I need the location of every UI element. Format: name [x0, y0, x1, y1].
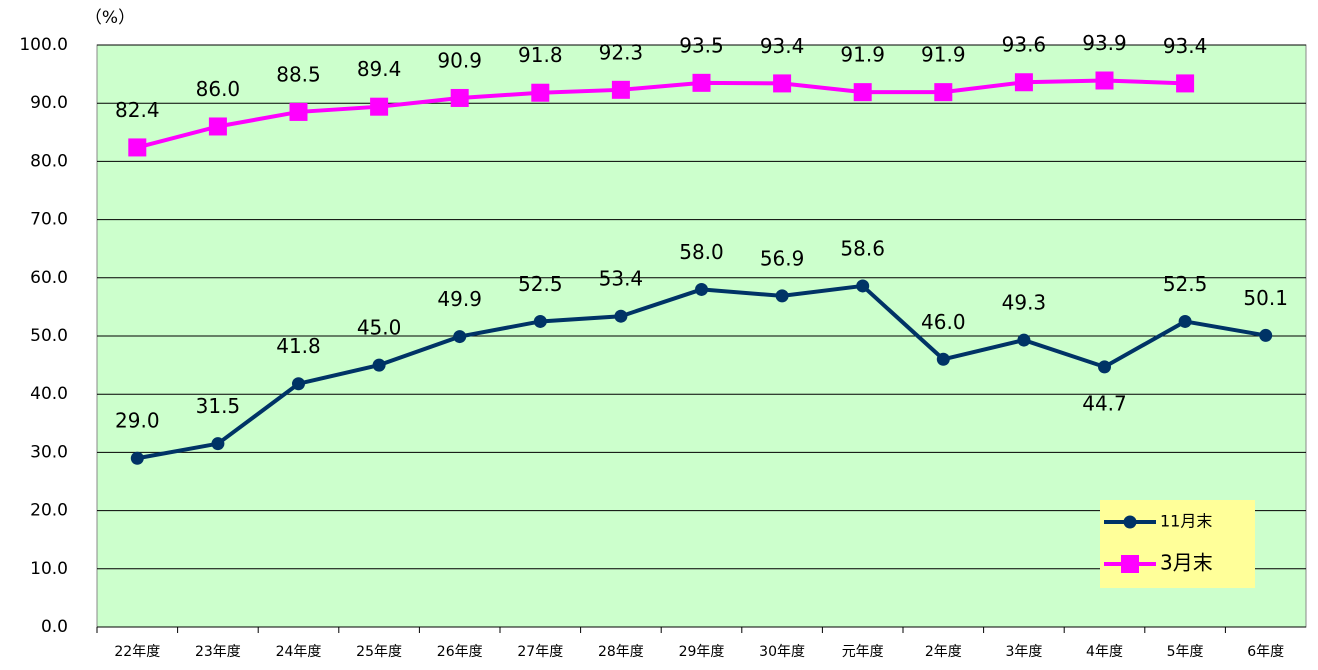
y-tick-label: 0.0	[41, 617, 68, 637]
marker	[1259, 328, 1273, 342]
marker	[853, 83, 872, 102]
marker	[934, 83, 953, 102]
y-tick-label: 60.0	[30, 268, 68, 288]
data-label: 53.4	[599, 267, 644, 291]
y-tick-label: 100.0	[19, 35, 68, 55]
y-tick-label: 90.0	[30, 93, 68, 113]
data-label: 93.5	[679, 33, 724, 57]
marker	[372, 358, 386, 372]
y-axis-label: （%）	[85, 8, 135, 28]
data-label: 56.9	[760, 246, 805, 270]
data-label: 82.4	[115, 98, 160, 122]
x-tick-label: 6年度	[1247, 644, 1284, 660]
x-tick-label: 5年度	[1167, 644, 1204, 660]
marker	[614, 309, 628, 323]
marker	[611, 80, 630, 99]
y-tick-label: 30.0	[30, 442, 68, 462]
marker	[531, 83, 550, 102]
marker	[1176, 74, 1195, 93]
marker	[1098, 360, 1111, 374]
y-tick-label: 50.0	[30, 326, 68, 346]
data-label: 93.6	[1002, 33, 1047, 57]
x-tick-label: 26年度	[437, 644, 483, 660]
x-tick-label: 2年度	[925, 644, 962, 660]
x-tick-label: 29年度	[679, 644, 725, 660]
data-label: 89.4	[357, 57, 402, 81]
marker	[1178, 314, 1192, 328]
data-label: 49.3	[1002, 291, 1047, 315]
data-label: 49.9	[437, 287, 482, 311]
marker	[450, 88, 469, 107]
marker	[775, 289, 789, 303]
data-label: 46.0	[921, 310, 966, 334]
data-label: 58.6	[840, 236, 885, 260]
marker	[773, 74, 792, 93]
data-label: 50.1	[1243, 286, 1288, 310]
series-line	[136, 78, 1186, 150]
y-tick-label: 20.0	[30, 501, 68, 521]
x-tick-label: 25年度	[356, 644, 402, 660]
marker	[211, 437, 225, 451]
marker	[1017, 333, 1031, 347]
legend-marker	[1123, 515, 1137, 529]
data-label: 90.9	[437, 48, 482, 72]
marker	[370, 97, 389, 116]
x-tick-label: 28年度	[598, 644, 644, 660]
y-tick-label: 70.0	[30, 210, 68, 230]
data-label: 91.9	[921, 43, 966, 67]
marker	[453, 330, 467, 344]
data-label: 52.5	[518, 272, 563, 296]
marker	[936, 352, 950, 366]
legend-marker	[1121, 555, 1139, 573]
data-label: 91.8	[518, 43, 563, 67]
marker	[533, 314, 547, 328]
x-tick-label: 22年度	[114, 644, 160, 660]
x-tick-label: 30年度	[759, 644, 805, 660]
data-label: 52.5	[1163, 272, 1208, 296]
legend-label: 3月末	[1160, 551, 1213, 575]
data-label: 29.0	[115, 409, 160, 433]
x-tick-label: 23年度	[195, 644, 241, 660]
data-label: 86.0	[196, 77, 241, 101]
x-tick-label: 24年度	[276, 644, 322, 660]
x-tick-label: 4年度	[1086, 644, 1123, 660]
x-tick-label: 27年度	[517, 644, 563, 660]
data-label: 31.5	[196, 394, 241, 418]
marker	[208, 117, 227, 136]
marker	[128, 138, 147, 157]
marker	[1014, 73, 1033, 92]
marker	[130, 451, 144, 465]
marker	[1095, 71, 1114, 90]
data-label: 93.4	[760, 34, 805, 58]
x-tick-label: 3年度	[1005, 644, 1042, 660]
marker	[695, 282, 708, 296]
data-label: 58.0	[679, 240, 724, 264]
data-label: 92.3	[599, 40, 644, 64]
data-label: 93.9	[1082, 31, 1127, 55]
marker	[292, 377, 305, 391]
data-label: 44.7	[1082, 391, 1127, 415]
data-label: 91.9	[840, 43, 885, 67]
x-tick-label: 元年度	[842, 644, 884, 660]
legend	[1100, 500, 1255, 588]
data-label: 41.8	[276, 334, 321, 358]
data-label: 45.0	[357, 316, 402, 340]
marker	[289, 102, 308, 121]
y-tick-label: 40.0	[30, 384, 68, 404]
marker	[856, 279, 870, 293]
legend-label: 11月末	[1160, 512, 1212, 531]
data-label: 88.5	[276, 62, 321, 86]
marker	[692, 73, 711, 92]
data-label: 93.4	[1163, 34, 1208, 58]
y-tick-label: 80.0	[30, 151, 68, 171]
y-tick-label: 10.0	[30, 559, 68, 579]
